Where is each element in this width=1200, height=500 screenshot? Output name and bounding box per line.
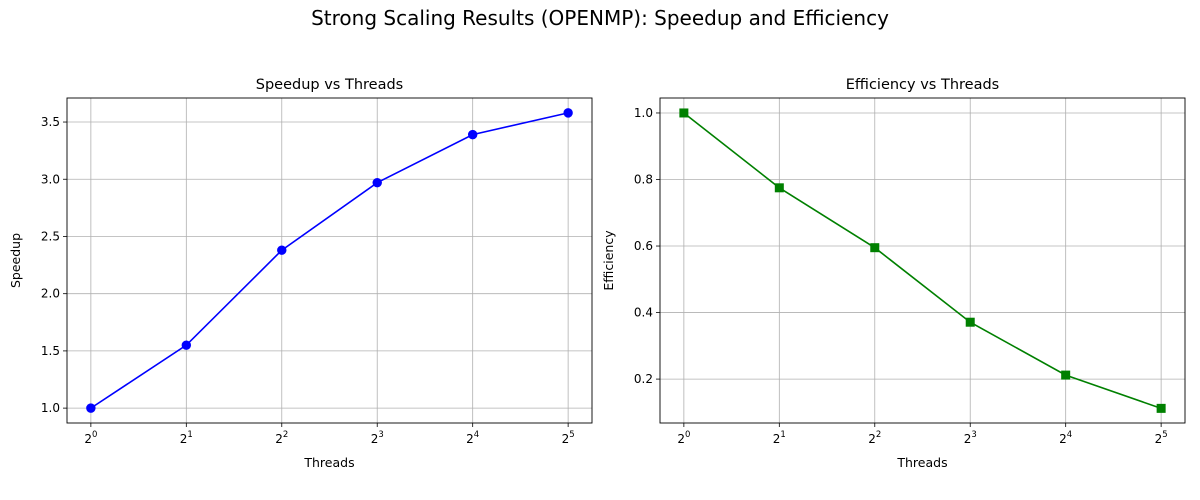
efficiency-point <box>1156 403 1166 413</box>
efficiency-title: Efficiency vs Threads <box>846 77 999 93</box>
speedup-y-tick-label: 1.0 <box>41 401 60 415</box>
speedup-x-tick-label: 21 <box>180 430 193 446</box>
efficiency-point <box>679 108 689 118</box>
efficiency-x-tick-label: 22 <box>868 430 881 446</box>
efficiency-y-axis-label: Efficiency <box>601 230 616 291</box>
efficiency-series-line <box>683 112 1162 410</box>
speedup-y-tick-label: 2.5 <box>41 229 60 243</box>
efficiency-x-tick-label: 20 <box>677 430 690 446</box>
figure-title: Strong Scaling Results (OPENMP): Speedup… <box>311 6 889 30</box>
speedup-axes-frame <box>66 97 593 424</box>
speedup-point <box>563 108 573 118</box>
efficiency-x-tick-label: 24 <box>1059 430 1072 446</box>
efficiency-y-tick-label: 1.0 <box>634 106 653 120</box>
efficiency-point <box>965 317 975 327</box>
speedup-x-tick-label: 23 <box>371 430 384 446</box>
efficiency-y-tick-label: 0.8 <box>634 172 653 186</box>
speedup-series-line <box>90 112 569 409</box>
efficiency-y-tick-label: 0.2 <box>634 372 653 386</box>
efficiency-point <box>774 183 784 193</box>
speedup-chart: 20 21 22 23 24 25 1.0 1.5 2.0 2.5 3.0 3.5 Speedup vs… <box>8 77 593 470</box>
speedup-point <box>372 177 382 188</box>
speedup-x-axis-label: Threads <box>303 455 354 470</box>
speedup-y-axis-label: Speedup <box>8 233 23 288</box>
speedup-y-tick-label: 2.0 <box>41 287 60 301</box>
speedup-x-tick-label: 20 <box>84 430 97 446</box>
efficiency-y-tick-label: 0.6 <box>634 239 653 253</box>
speedup-point <box>467 129 478 140</box>
efficiency-axes-frame <box>659 97 1186 424</box>
speedup-x-tick-label: 24 <box>466 430 479 446</box>
speedup-title: Speedup vs Threads <box>256 77 403 93</box>
efficiency-chart: 20 21 22 23 24 25 0.2 0.4 0.6 0.8 1.0 Efficiency vs… <box>601 77 1186 470</box>
efficiency-x-tick-label: 23 <box>964 430 977 446</box>
speedup-y-tick-label: 1.5 <box>41 344 60 358</box>
efficiency-x-tick-label: 25 <box>1155 430 1168 446</box>
efficiency-point <box>870 243 880 253</box>
speedup-point <box>181 340 192 350</box>
speedup-x-tick-label: 22 <box>275 430 288 446</box>
speedup-y-tick-label: 3.5 <box>41 115 60 129</box>
efficiency-x-tick-label: 21 <box>773 430 786 446</box>
speedup-point <box>86 403 96 413</box>
speedup-y-tick-label: 3.0 <box>41 172 60 186</box>
speedup-point <box>277 245 287 255</box>
efficiency-y-tick-label: 0.4 <box>634 306 653 320</box>
efficiency-x-axis-label: Threads <box>896 455 947 470</box>
speedup-x-tick-label: 25 <box>562 430 575 446</box>
efficiency-point <box>1061 370 1071 380</box>
